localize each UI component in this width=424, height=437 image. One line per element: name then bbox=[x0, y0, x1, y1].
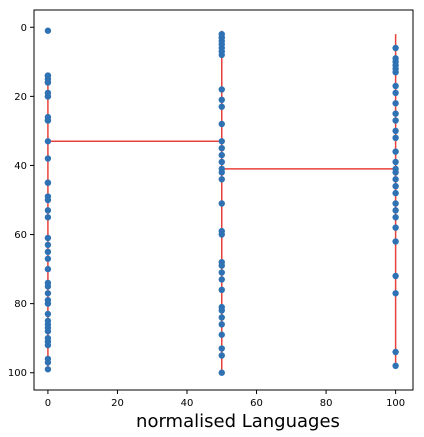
data-point bbox=[392, 189, 399, 197]
data-point bbox=[44, 207, 52, 214]
data-point bbox=[218, 276, 225, 283]
data-point bbox=[44, 214, 52, 221]
data-point bbox=[218, 321, 225, 328]
data-point bbox=[392, 362, 399, 370]
data-point bbox=[218, 144, 225, 152]
data-point bbox=[218, 262, 225, 269]
data-point bbox=[392, 62, 399, 69]
data-point bbox=[392, 134, 399, 142]
data-point bbox=[44, 196, 52, 204]
data-point bbox=[44, 265, 52, 273]
data-point bbox=[392, 89, 399, 97]
x-tick-label: 60 bbox=[250, 398, 263, 409]
y-tick-label: 20 bbox=[14, 92, 27, 103]
data-point bbox=[392, 100, 399, 107]
x-tick-label: 40 bbox=[181, 398, 194, 409]
data-point bbox=[392, 169, 399, 176]
data-point bbox=[392, 44, 399, 52]
y-tick-label: 100 bbox=[8, 368, 27, 379]
data-point bbox=[44, 27, 52, 34]
data-point bbox=[218, 231, 225, 238]
y-tick-label: 80 bbox=[14, 299, 27, 310]
data-point bbox=[392, 110, 399, 117]
data-point bbox=[218, 138, 225, 145]
x-tick-label: 20 bbox=[111, 398, 124, 409]
data-point bbox=[392, 214, 399, 221]
data-point bbox=[44, 72, 52, 79]
x-tick-label: 100 bbox=[386, 398, 405, 409]
data-point bbox=[44, 341, 52, 349]
data-point bbox=[218, 41, 225, 48]
data-point bbox=[44, 248, 52, 256]
data-point bbox=[44, 310, 52, 318]
data-point bbox=[392, 68, 399, 76]
data-point bbox=[218, 369, 225, 376]
data-point bbox=[392, 224, 399, 231]
data-point bbox=[44, 155, 52, 162]
data-point bbox=[218, 286, 225, 294]
data-point bbox=[392, 348, 399, 356]
data-point bbox=[392, 82, 399, 90]
data-point bbox=[44, 366, 52, 373]
data-point bbox=[392, 176, 399, 183]
data-point bbox=[218, 51, 225, 59]
x-tick-label: 0 bbox=[45, 398, 51, 409]
data-point bbox=[218, 176, 225, 183]
data-point bbox=[44, 328, 52, 335]
data-point bbox=[392, 238, 399, 245]
data-point bbox=[392, 127, 399, 135]
data-point bbox=[44, 79, 52, 86]
data-point bbox=[44, 255, 52, 262]
y-tick-label: 0 bbox=[21, 23, 27, 34]
data-point bbox=[44, 241, 52, 249]
x-axis-label: normalised Languages bbox=[136, 411, 340, 432]
data-point bbox=[218, 120, 225, 128]
y-tick-label: 60 bbox=[14, 230, 27, 241]
data-point bbox=[44, 234, 52, 242]
data-point bbox=[218, 151, 225, 159]
data-point bbox=[218, 314, 225, 321]
data-point bbox=[218, 96, 225, 104]
data-point bbox=[392, 200, 399, 207]
data-point bbox=[218, 352, 225, 359]
data-point bbox=[392, 158, 399, 166]
data-point bbox=[44, 283, 52, 290]
plot-frame bbox=[33, 9, 414, 391]
data-point bbox=[44, 179, 52, 186]
data-point bbox=[218, 86, 225, 93]
data-point bbox=[218, 307, 225, 314]
x-tick-label: 80 bbox=[320, 398, 333, 409]
data-point bbox=[44, 300, 52, 307]
data-point bbox=[44, 93, 52, 100]
data-point bbox=[44, 138, 52, 145]
data-point bbox=[218, 30, 225, 38]
data-point bbox=[44, 290, 52, 297]
data-point bbox=[218, 345, 225, 352]
y-tick-label: 40 bbox=[14, 161, 27, 172]
data-point bbox=[392, 117, 399, 124]
data-point bbox=[218, 200, 225, 207]
data-point bbox=[44, 359, 52, 366]
data-point bbox=[44, 117, 52, 124]
data-point bbox=[218, 269, 225, 276]
data-point bbox=[218, 331, 225, 338]
data-point bbox=[218, 103, 225, 110]
data-point bbox=[392, 148, 399, 155]
data-point bbox=[392, 182, 399, 190]
data-point bbox=[218, 158, 225, 166]
data-point bbox=[392, 207, 399, 214]
data-point bbox=[392, 290, 399, 297]
data-point bbox=[218, 169, 225, 176]
data-point bbox=[392, 272, 399, 280]
